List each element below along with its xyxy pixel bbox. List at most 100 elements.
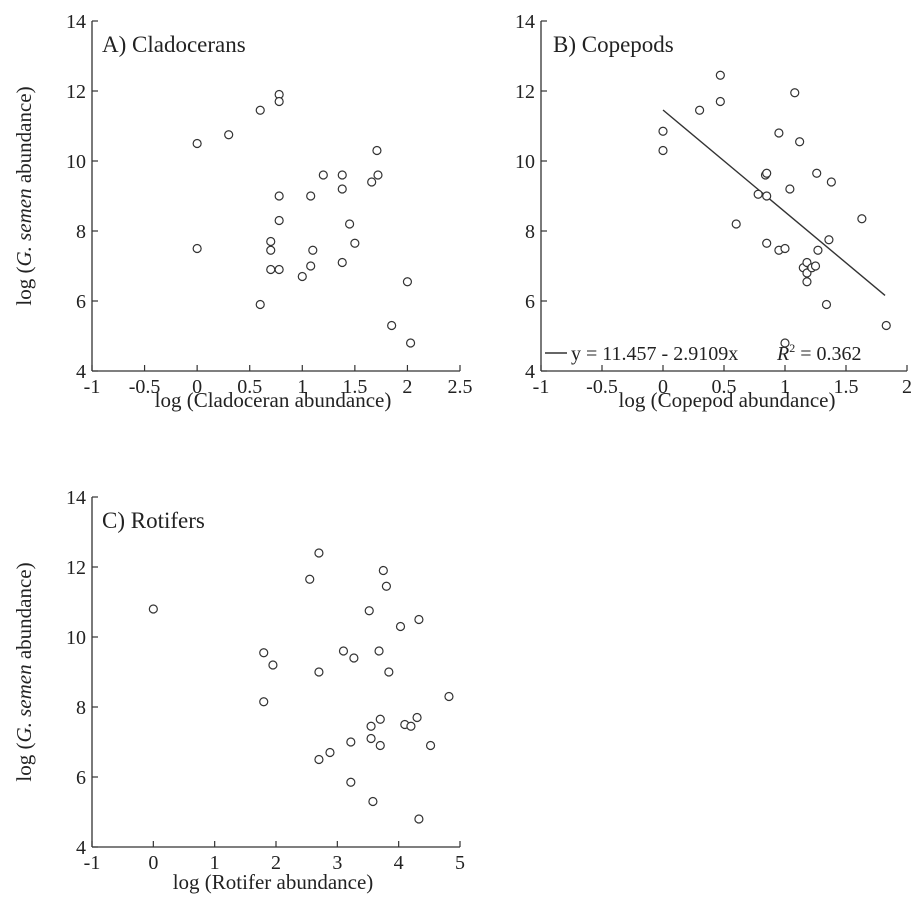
data-point bbox=[774, 128, 784, 138]
panel-cladocerans: A) Cladocerans log (Cladoceran abundance… bbox=[12, 11, 473, 412]
data-point bbox=[374, 646, 384, 656]
panel-label: B) Copepods bbox=[553, 32, 674, 57]
data-point bbox=[381, 581, 391, 591]
y-axis-title-species: G. semen bbox=[12, 664, 36, 742]
x-tick-label: -1 bbox=[84, 376, 101, 398]
data-point bbox=[314, 548, 324, 558]
y-tick-label: 10 bbox=[515, 151, 535, 173]
x-axis-title: log (Rotifer abundance) bbox=[173, 870, 374, 894]
data-point bbox=[368, 796, 378, 807]
data-point bbox=[350, 238, 360, 248]
data-point bbox=[372, 145, 382, 156]
x-tick-label: -1 bbox=[84, 852, 101, 874]
x-tick-label: -1 bbox=[533, 376, 550, 398]
data-point bbox=[414, 814, 424, 824]
y-tick-label: 10 bbox=[66, 627, 86, 649]
panel-rotifers: C) Rotifers log (Rotifer abundance) log … bbox=[12, 487, 465, 894]
x-tick-label: 0.5 bbox=[712, 376, 737, 398]
x-tick-label: 3 bbox=[332, 852, 342, 874]
y-axis-title-prefix: log ( bbox=[12, 267, 36, 306]
data-point bbox=[259, 648, 269, 658]
data-point bbox=[266, 236, 276, 247]
data-point bbox=[314, 667, 324, 677]
data-point bbox=[395, 621, 406, 632]
x-tick-label: 0 bbox=[148, 852, 158, 874]
data-point bbox=[731, 219, 741, 229]
x-tick-label: -0.5 bbox=[129, 376, 161, 398]
y-axis-title-suffix: abundance) bbox=[12, 86, 36, 188]
y-tick-label: 12 bbox=[66, 81, 86, 103]
data-point bbox=[274, 96, 284, 107]
data-point bbox=[406, 721, 416, 731]
x-axis-title: log (Cladoceran abundance) bbox=[155, 388, 392, 412]
data-point bbox=[306, 191, 316, 201]
data-point bbox=[338, 646, 349, 656]
data-point bbox=[346, 737, 356, 747]
x-tick-label: 1 bbox=[780, 376, 790, 398]
data-point bbox=[337, 170, 347, 180]
data-point bbox=[349, 653, 359, 663]
x-tick-label: 0.5 bbox=[237, 376, 262, 398]
y-axis-title-suffix: abundance) bbox=[12, 562, 36, 664]
x-tick-label: 5 bbox=[455, 852, 465, 874]
data-point bbox=[715, 96, 725, 107]
y-tick-label: 4 bbox=[76, 361, 86, 383]
x-tick-label: 0 bbox=[192, 376, 202, 398]
data-point bbox=[790, 88, 800, 98]
panel-label: A) Cladocerans bbox=[102, 32, 246, 57]
data-point bbox=[785, 184, 795, 194]
r2-symbol: R bbox=[776, 343, 789, 365]
y-tick-label: 4 bbox=[525, 361, 535, 383]
x-tick-label: 2 bbox=[271, 852, 281, 874]
data-point bbox=[346, 777, 356, 787]
data-point bbox=[414, 614, 424, 625]
data-point bbox=[753, 189, 763, 199]
data-point bbox=[274, 191, 284, 201]
data-point bbox=[810, 261, 821, 271]
data-point bbox=[373, 170, 383, 180]
data-point bbox=[364, 606, 374, 616]
r2-superscript: 2 bbox=[789, 341, 795, 355]
y-tick-label: 14 bbox=[515, 11, 535, 33]
data-point bbox=[268, 660, 278, 670]
data-point bbox=[297, 271, 307, 282]
y-tick-label: 4 bbox=[76, 837, 86, 859]
data-point bbox=[425, 740, 436, 751]
data-point bbox=[444, 691, 454, 702]
y-axis-title-species: G. semen bbox=[12, 188, 36, 266]
y-tick-label: 8 bbox=[76, 697, 86, 719]
y-tick-label: 14 bbox=[66, 11, 86, 33]
data-point bbox=[881, 320, 891, 331]
x-tick-label: 1.5 bbox=[342, 376, 367, 398]
data-point bbox=[306, 261, 316, 271]
data-point bbox=[366, 721, 376, 731]
data-point bbox=[318, 170, 328, 180]
data-point bbox=[694, 105, 705, 115]
x-tick-label: 1.5 bbox=[834, 376, 859, 398]
data-point bbox=[387, 320, 397, 331]
data-point bbox=[824, 235, 834, 245]
data-point bbox=[405, 338, 416, 348]
y-tick-label: 12 bbox=[515, 81, 535, 103]
y-tick-label: 6 bbox=[525, 291, 535, 313]
data-point bbox=[367, 177, 377, 187]
panel-label: C) Rotifers bbox=[102, 508, 205, 533]
data-point bbox=[266, 264, 276, 275]
data-point bbox=[378, 565, 388, 576]
x-tick-label: 1 bbox=[297, 376, 307, 398]
data-point bbox=[337, 257, 347, 268]
data-point bbox=[308, 245, 318, 255]
data-point bbox=[658, 126, 668, 136]
data-point bbox=[780, 243, 790, 254]
y-tick-label: 6 bbox=[76, 767, 86, 789]
data-point bbox=[337, 184, 347, 194]
data-point bbox=[384, 667, 394, 677]
data-point bbox=[762, 238, 772, 248]
x-tick-label: 2 bbox=[902, 376, 912, 398]
data-point bbox=[658, 145, 668, 156]
data-point bbox=[366, 733, 376, 744]
y-tick-label: 12 bbox=[66, 557, 86, 579]
data-point bbox=[762, 168, 772, 178]
data-point bbox=[148, 604, 158, 614]
